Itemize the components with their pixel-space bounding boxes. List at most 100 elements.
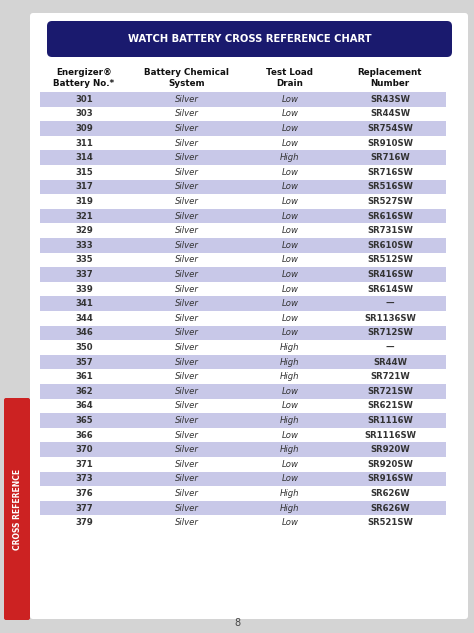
Text: Low: Low — [282, 182, 299, 191]
Text: Low: Low — [282, 139, 299, 147]
Text: Low: Low — [282, 387, 299, 396]
Text: SR610SW: SR610SW — [367, 241, 413, 250]
Text: Silver: Silver — [175, 358, 199, 367]
Text: 350: 350 — [75, 343, 93, 352]
Text: Silver: Silver — [175, 430, 199, 439]
Bar — [40, 413, 446, 428]
Text: Low: Low — [282, 329, 299, 337]
Text: 309: 309 — [75, 124, 93, 133]
Text: Low: Low — [282, 518, 299, 527]
Text: SR1136SW: SR1136SW — [364, 314, 416, 323]
Text: Silver: Silver — [175, 445, 199, 454]
Text: Silver: Silver — [175, 518, 199, 527]
Text: SR916SW: SR916SW — [367, 474, 413, 484]
Text: Low: Low — [282, 168, 299, 177]
Text: High: High — [280, 343, 300, 352]
Text: Silver: Silver — [175, 460, 199, 469]
Text: SR616SW: SR616SW — [367, 211, 413, 220]
Bar — [40, 296, 446, 311]
FancyBboxPatch shape — [30, 13, 468, 619]
Text: Silver: Silver — [175, 299, 199, 308]
Text: Silver: Silver — [175, 343, 199, 352]
Text: High: High — [280, 358, 300, 367]
Text: SR626W: SR626W — [370, 504, 410, 513]
Bar — [40, 267, 446, 282]
Bar — [40, 355, 446, 370]
Text: Silver: Silver — [175, 489, 199, 498]
Text: 317: 317 — [75, 182, 93, 191]
Text: CROSS REFERENCE: CROSS REFERENCE — [12, 468, 21, 549]
Text: SR1116SW: SR1116SW — [364, 430, 416, 439]
Text: High: High — [280, 504, 300, 513]
Text: SR716W: SR716W — [370, 153, 410, 162]
Text: Low: Low — [282, 95, 299, 104]
Text: Test Load
Drain: Test Load Drain — [266, 68, 313, 88]
Text: High: High — [280, 489, 300, 498]
Bar — [40, 209, 446, 223]
Text: Silver: Silver — [175, 182, 199, 191]
Text: SR44SW: SR44SW — [370, 110, 410, 118]
Bar — [40, 501, 446, 515]
Bar — [40, 92, 446, 106]
Text: 346: 346 — [75, 329, 93, 337]
Text: Silver: Silver — [175, 211, 199, 220]
Text: Low: Low — [282, 270, 299, 279]
Text: SR521SW: SR521SW — [367, 518, 413, 527]
Text: 376: 376 — [75, 489, 93, 498]
Text: SR43SW: SR43SW — [370, 95, 410, 104]
Text: SR910SW: SR910SW — [367, 139, 413, 147]
Text: SR1116W: SR1116W — [367, 416, 413, 425]
Text: SR731SW: SR731SW — [367, 226, 413, 235]
Text: 311: 311 — [75, 139, 93, 147]
Text: 315: 315 — [75, 168, 93, 177]
Text: High: High — [280, 153, 300, 162]
Text: WATCH BATTERY CROSS REFERENCE CHART: WATCH BATTERY CROSS REFERENCE CHART — [128, 34, 371, 44]
Text: Low: Low — [282, 197, 299, 206]
Text: 344: 344 — [75, 314, 93, 323]
Text: Low: Low — [282, 474, 299, 484]
Text: Low: Low — [282, 314, 299, 323]
Text: SR712SW: SR712SW — [367, 329, 413, 337]
Text: Low: Low — [282, 299, 299, 308]
Text: 8: 8 — [234, 618, 240, 628]
Text: Low: Low — [282, 460, 299, 469]
Text: High: High — [280, 416, 300, 425]
Text: Silver: Silver — [175, 504, 199, 513]
Text: SR44W: SR44W — [373, 358, 407, 367]
Text: Silver: Silver — [175, 153, 199, 162]
Text: Low: Low — [282, 211, 299, 220]
Text: 361: 361 — [75, 372, 93, 381]
Text: Low: Low — [282, 430, 299, 439]
Text: Low: Low — [282, 241, 299, 250]
Text: SR416SW: SR416SW — [367, 270, 413, 279]
Text: SR626W: SR626W — [370, 489, 410, 498]
Text: Low: Low — [282, 124, 299, 133]
Text: High: High — [280, 372, 300, 381]
Text: 337: 337 — [75, 270, 93, 279]
Text: Silver: Silver — [175, 95, 199, 104]
Text: 335: 335 — [75, 255, 93, 265]
Bar — [40, 325, 446, 340]
Bar — [40, 472, 446, 486]
Text: SR621SW: SR621SW — [367, 401, 413, 410]
Text: SR920SW: SR920SW — [367, 460, 413, 469]
Text: SR754SW: SR754SW — [367, 124, 413, 133]
Text: 362: 362 — [75, 387, 93, 396]
Text: 339: 339 — [75, 285, 93, 294]
Text: 364: 364 — [75, 401, 93, 410]
Text: Battery Chemical
System: Battery Chemical System — [145, 68, 229, 88]
Text: Low: Low — [282, 401, 299, 410]
Text: Low: Low — [282, 226, 299, 235]
Text: Silver: Silver — [175, 401, 199, 410]
Text: Low: Low — [282, 255, 299, 265]
Text: 379: 379 — [75, 518, 93, 527]
Text: 303: 303 — [75, 110, 93, 118]
Text: Silver: Silver — [175, 241, 199, 250]
Text: SR920W: SR920W — [370, 445, 410, 454]
Text: Silver: Silver — [175, 110, 199, 118]
Bar — [40, 442, 446, 457]
Text: Silver: Silver — [175, 314, 199, 323]
Bar — [40, 384, 446, 399]
Text: SR512SW: SR512SW — [367, 255, 413, 265]
Text: Silver: Silver — [175, 387, 199, 396]
